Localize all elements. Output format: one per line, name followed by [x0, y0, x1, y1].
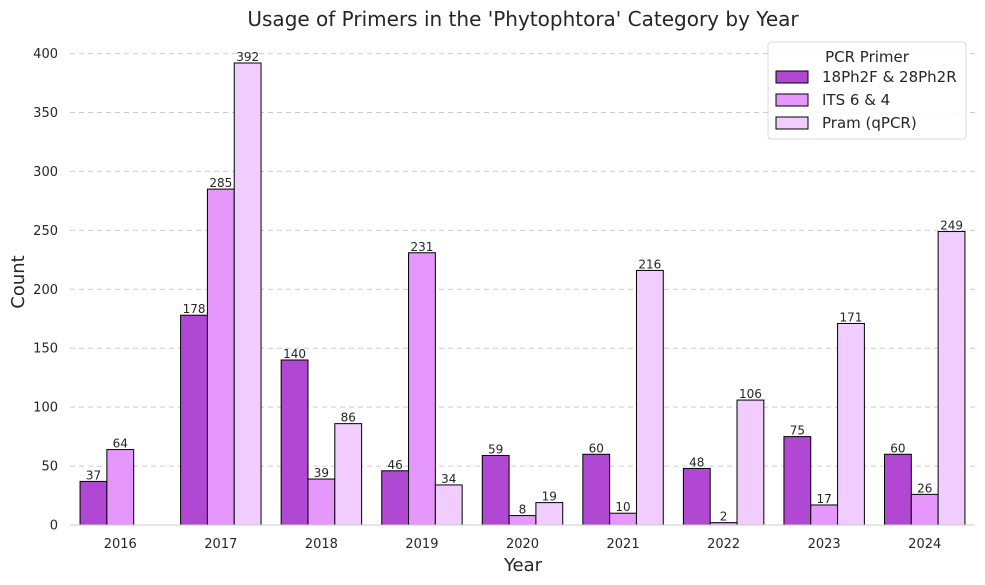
bar-value-label: 86: [341, 411, 356, 425]
bar: [635, 269, 664, 526]
bar-value-label: 19: [542, 490, 557, 504]
bar: [937, 231, 966, 526]
bar-value-label: 39: [314, 466, 329, 480]
x-tick-label: 2016: [104, 537, 137, 552]
bar: [180, 314, 208, 526]
bar: [582, 453, 611, 526]
bar-value-label: 60: [890, 441, 905, 455]
bar: [810, 504, 839, 526]
x-tick-label: 2023: [808, 537, 841, 552]
bar-value-label: 64: [113, 437, 128, 451]
bar: [682, 467, 711, 526]
x-tick-label: 2018: [305, 537, 338, 552]
y-axis: 0 50 100 150 200 250 300 350 400: [33, 47, 58, 533]
legend-title: PCR Primer: [825, 48, 910, 66]
bar-value-label: 34: [441, 472, 456, 486]
x-axis-label: Year: [503, 555, 543, 576]
bar-value-label: 8: [519, 503, 527, 517]
y-tick-label: 300: [33, 165, 58, 180]
y-tick-label: 200: [33, 283, 58, 298]
bar-value-label: 48: [689, 455, 704, 469]
bar: [783, 436, 812, 526]
x-tick-label: 2019: [405, 537, 438, 552]
bar-value-label: 216: [638, 257, 661, 271]
bar: [106, 449, 135, 526]
y-tick-label: 350: [33, 106, 58, 121]
legend-swatch: [775, 116, 809, 130]
legend-entry-label: ITS 6 & 4: [822, 91, 890, 109]
x-tick-label: 2020: [506, 537, 539, 552]
y-axis-label: Count: [8, 255, 29, 308]
bar: [79, 480, 108, 526]
bar-value-label: 37: [86, 468, 101, 482]
bar: [884, 453, 912, 526]
bar: [206, 188, 235, 526]
bar-value-label: 10: [615, 500, 630, 514]
bar: [609, 512, 637, 526]
bar-value-label: 178: [183, 302, 206, 316]
bar-labels: 37 64 178 285 392 140 39 86 46 231 34 59 8 19 60 10 216 4…: [86, 50, 963, 524]
bar: [736, 399, 765, 526]
legend-entry-label: 18Ph2F & 28Ph2R: [822, 68, 957, 86]
bar-value-label: 249: [940, 219, 963, 233]
bar-value-label: 59: [488, 442, 503, 456]
bar: [408, 252, 436, 526]
bar-value-label: 26: [917, 481, 932, 495]
bar: [434, 484, 463, 526]
bar-value-label: 60: [589, 441, 604, 455]
legend-swatch: [775, 70, 809, 84]
bars: [79, 62, 966, 526]
gridlines: [70, 53, 975, 467]
y-tick-label: 150: [33, 342, 58, 357]
bar-value-label: 392: [236, 50, 259, 64]
legend-entry-label: Pram (qPCR): [822, 114, 917, 132]
y-tick-label: 400: [33, 47, 58, 62]
bar: [307, 478, 336, 526]
x-tick-label: 2022: [707, 537, 740, 552]
bar-value-label: 75: [790, 424, 805, 438]
legend-items: 18Ph2F & 28Ph2R ITS 6 & 4 Pram (qPCR): [775, 68, 957, 132]
bar-value-label: 140: [283, 347, 306, 361]
bar-value-label: 231: [410, 240, 433, 254]
bar-value-label: 171: [840, 310, 863, 324]
legend-frame: [767, 41, 967, 140]
x-tick-label: 2021: [607, 537, 640, 552]
bar-value-label: 106: [739, 387, 762, 401]
x-tick-label: 2017: [204, 537, 237, 552]
y-tick-label: 50: [41, 460, 58, 475]
chart-title: Usage of Primers in the 'Phytophtora' Ca…: [247, 7, 799, 31]
bar: [233, 62, 262, 526]
x-tick-label: 2024: [908, 537, 941, 552]
bar: [910, 493, 939, 526]
bar: [381, 470, 410, 526]
bar: [280, 359, 309, 526]
y-tick-label: 0: [50, 519, 58, 534]
y-tick-label: 100: [33, 401, 58, 416]
legend-swatch: [775, 93, 809, 107]
bar-value-label: 46: [387, 458, 402, 472]
bar-value-label: 285: [209, 176, 232, 190]
bar: [508, 515, 537, 526]
bar: [481, 454, 510, 526]
legend: PCR Primer 18Ph2F & 28Ph2R ITS 6 & 4 Pram …: [767, 41, 967, 140]
bar-value-label: 17: [817, 492, 832, 506]
bar: [535, 502, 564, 526]
bar: [837, 322, 865, 526]
x-axis: 2016 2017 2018 2019 2020 2021 2022 2023 2024: [104, 537, 942, 552]
y-tick-label: 250: [33, 224, 58, 239]
bar-value-label: 2: [720, 510, 728, 524]
bar: [334, 423, 363, 526]
